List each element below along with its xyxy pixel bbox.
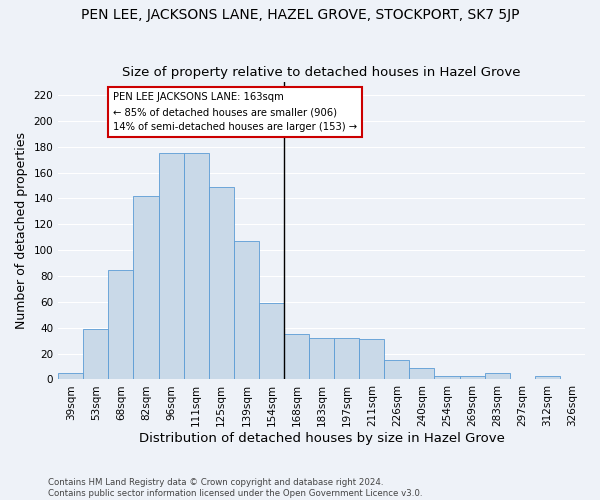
Text: Contains HM Land Registry data © Crown copyright and database right 2024.
Contai: Contains HM Land Registry data © Crown c…: [48, 478, 422, 498]
X-axis label: Distribution of detached houses by size in Hazel Grove: Distribution of detached houses by size …: [139, 432, 505, 445]
Bar: [284, 334, 309, 380]
Bar: [460, 376, 485, 380]
Bar: [83, 329, 109, 380]
Bar: [209, 187, 234, 380]
Bar: [58, 373, 83, 380]
Bar: [535, 376, 560, 380]
Text: PEN LEE JACKSONS LANE: 163sqm
← 85% of detached houses are smaller (906)
14% of : PEN LEE JACKSONS LANE: 163sqm ← 85% of d…: [113, 92, 358, 132]
Bar: [409, 368, 434, 380]
Bar: [334, 338, 359, 380]
Bar: [485, 373, 510, 380]
Bar: [385, 360, 409, 380]
Bar: [234, 241, 259, 380]
Bar: [184, 153, 209, 380]
Bar: [359, 340, 385, 380]
Title: Size of property relative to detached houses in Hazel Grove: Size of property relative to detached ho…: [122, 66, 521, 80]
Bar: [434, 376, 460, 380]
Bar: [109, 270, 133, 380]
Text: PEN LEE, JACKSONS LANE, HAZEL GROVE, STOCKPORT, SK7 5JP: PEN LEE, JACKSONS LANE, HAZEL GROVE, STO…: [81, 8, 519, 22]
Bar: [309, 338, 334, 380]
Bar: [133, 196, 158, 380]
Y-axis label: Number of detached properties: Number of detached properties: [15, 132, 28, 330]
Bar: [158, 153, 184, 380]
Bar: [259, 303, 284, 380]
